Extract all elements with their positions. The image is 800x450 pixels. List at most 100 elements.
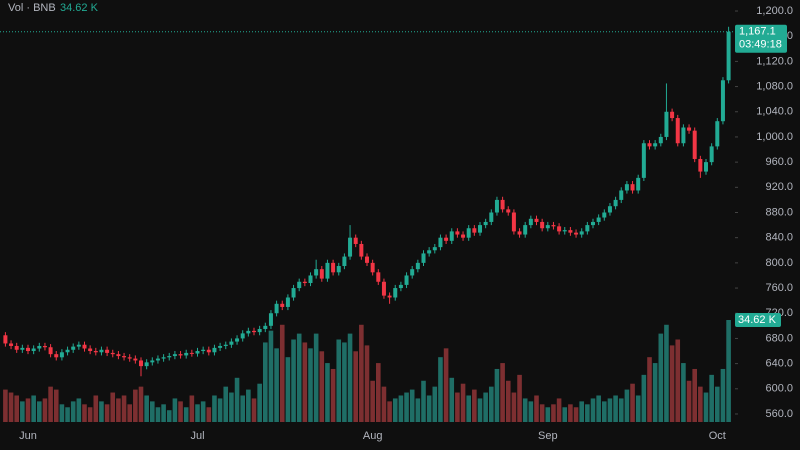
volume-bar xyxy=(313,333,319,422)
candle-body xyxy=(675,118,680,144)
volume-bar xyxy=(183,407,189,422)
volume-bar xyxy=(110,392,116,422)
candle-body xyxy=(195,351,200,354)
volume-bar xyxy=(93,395,99,422)
volume-bar xyxy=(99,401,104,422)
candle-body xyxy=(99,349,104,353)
candle-body xyxy=(201,349,206,352)
volume-bar xyxy=(150,401,155,422)
volume-bar xyxy=(76,398,82,422)
volume-bar xyxy=(206,407,212,422)
candle-body xyxy=(370,262,375,273)
candle-body xyxy=(500,199,505,210)
volume-bar xyxy=(421,380,426,422)
candle-body xyxy=(398,284,403,289)
candle-body xyxy=(647,143,652,147)
volume-bar xyxy=(223,386,229,422)
candle-body xyxy=(472,228,477,233)
volume-header-value: 34.62 K xyxy=(60,2,99,14)
volume-bar xyxy=(178,401,183,422)
volume-bar xyxy=(590,398,596,422)
volume-tag-label: 34.62 K xyxy=(738,314,777,326)
candle-body xyxy=(42,345,47,348)
candle-body xyxy=(681,127,686,144)
volume-bar xyxy=(392,398,398,422)
volume-bar xyxy=(630,383,635,422)
candle-body xyxy=(670,111,675,119)
volume-bar xyxy=(195,404,200,422)
y-tick-label: 840.0 xyxy=(765,232,793,244)
candle-body xyxy=(172,354,177,357)
x-tick-label: Jul xyxy=(190,430,204,442)
volume-bar xyxy=(398,395,404,422)
volume-bar xyxy=(511,392,517,422)
candle-body xyxy=(246,330,251,334)
candle-body xyxy=(359,243,364,257)
candle-layer xyxy=(3,26,731,377)
candle-body xyxy=(122,356,127,358)
candle-body xyxy=(353,237,358,244)
volume-bar xyxy=(251,398,257,422)
volume-bar xyxy=(505,380,511,422)
volume-bar xyxy=(42,398,48,422)
candle-body xyxy=(624,184,629,191)
volume-bar xyxy=(477,398,483,422)
candle-body xyxy=(342,256,347,267)
candle-body xyxy=(206,349,211,353)
volume-bar xyxy=(517,374,522,422)
volume-bar xyxy=(489,386,494,422)
candle-body xyxy=(709,146,714,163)
price-axis xyxy=(735,0,800,450)
candle-body xyxy=(178,354,183,356)
volume-bar xyxy=(409,389,415,422)
volume-bar xyxy=(618,398,624,422)
volume-bar xyxy=(449,377,455,422)
candle-body xyxy=(189,352,194,354)
candle-body xyxy=(461,234,466,238)
candle-body xyxy=(285,297,290,307)
volume-bar xyxy=(466,395,471,422)
candle-body xyxy=(602,212,607,218)
volume-bar xyxy=(376,363,381,422)
volume-layer xyxy=(3,320,731,422)
volume-bar xyxy=(647,357,652,422)
volume-bar xyxy=(528,401,534,422)
candle-body xyxy=(48,347,53,355)
last-price-label: 1,167.1 xyxy=(739,26,776,38)
candle-body xyxy=(494,199,499,213)
candle-body xyxy=(325,262,330,279)
volume-bar xyxy=(359,324,364,422)
volume-bar xyxy=(70,401,76,422)
x-tick-label: Aug xyxy=(363,430,383,442)
volume-bar xyxy=(404,392,409,422)
y-tick-label: 1,080.0 xyxy=(756,80,793,92)
volume-bar xyxy=(263,342,268,422)
candle-body xyxy=(715,121,720,147)
volume-bar xyxy=(296,333,302,422)
candle-body xyxy=(20,347,25,350)
candle-body xyxy=(31,348,36,352)
candle-body xyxy=(65,349,70,353)
volume-bar xyxy=(319,351,325,422)
volume-bar xyxy=(562,407,568,422)
candle-body xyxy=(155,358,160,361)
candle-body xyxy=(432,247,437,251)
volume-bar xyxy=(336,339,342,422)
volume-bar xyxy=(596,395,601,422)
volume-bar xyxy=(274,348,279,422)
y-tick-label: 560.0 xyxy=(765,408,793,420)
candle-body xyxy=(218,345,223,348)
volume-bar xyxy=(455,392,460,422)
volume-bar xyxy=(726,320,731,422)
candle-body xyxy=(291,288,296,298)
volume-bar xyxy=(104,404,110,422)
volume-bar xyxy=(387,401,392,422)
volume-bar xyxy=(285,357,291,422)
volume-bar xyxy=(432,386,438,422)
candle-body xyxy=(511,212,516,232)
candle-body xyxy=(150,360,155,363)
candle-body xyxy=(381,281,386,296)
volume-bar xyxy=(698,386,703,422)
candle-body xyxy=(314,269,319,276)
